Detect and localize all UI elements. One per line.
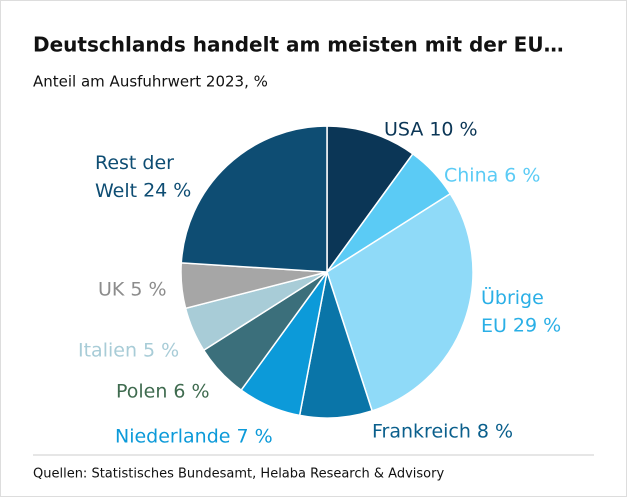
slice-label: Italien [78,340,137,362]
slice-label: Niederlande [115,426,230,448]
source: Quellen: Statistisches Bundesamt, Helaba… [33,467,444,482]
pie-slice [180,125,328,273]
value-label: 5 % [130,279,166,301]
pie-slice [326,125,414,275]
value-label: 29 % [513,315,561,337]
value-label: 24 % [143,180,191,202]
slice-label: USA [384,119,423,141]
pie-slice [326,192,474,412]
slice-label: Übrige EU [481,286,544,337]
chart-title: Deutschlands handelt am meisten mit der … [33,33,564,57]
slice-label: Frankreich [372,421,471,443]
value-label: 10 % [429,119,477,141]
slice-label: Rest der Welt [95,152,174,202]
value-label: 8 % [477,421,513,443]
value-label: 7 % [236,426,272,448]
value-label: 5 % [143,340,179,362]
chart-subtitle: Anteil am Ausfuhrwert 2023, % [33,73,268,91]
slice-label: China [444,165,498,187]
slice-label: Polen [116,381,167,403]
value-label: 6 % [173,381,209,403]
value-label: 6 % [504,165,540,187]
slice-label: UK [98,279,125,301]
